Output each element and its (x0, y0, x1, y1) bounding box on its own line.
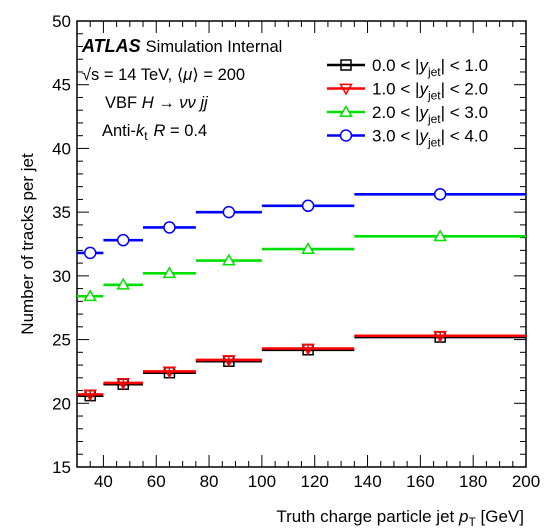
y-tick-label: 45 (52, 76, 71, 95)
legend-entry-2: 2.0 < |yjet| < 3.0 (327, 103, 488, 126)
series-3 (77, 188, 526, 260)
legend-sub: jet (427, 136, 441, 150)
process-label: VBF H → νν jj (105, 94, 209, 112)
series-point (433, 188, 447, 201)
series-point (433, 229, 447, 242)
series-point (163, 221, 176, 234)
legend-lo: 1.0 < | (372, 80, 419, 99)
algorithm-t: t (144, 129, 148, 143)
legend-lo: 3.0 < | (372, 127, 419, 146)
legend-y: y (418, 56, 429, 75)
y-tick-label: 20 (52, 394, 71, 413)
energy-label: √s = 14 TeV, ⟨μ⟩ = 200 (82, 66, 245, 84)
series-point (116, 277, 131, 290)
legend-marker (339, 83, 353, 96)
y-tick-label: 25 (52, 331, 71, 350)
x-tick-label: 100 (248, 472, 276, 491)
legend-marker (339, 104, 353, 117)
legend-marker (339, 129, 353, 142)
y-axis-title: Number of tracks per jet (18, 153, 37, 335)
legend-hi: | < 1.0 (441, 56, 488, 75)
plot-annotations: ATLAS Simulation Internal √s = 14 TeV, ⟨μ… (81, 36, 282, 143)
x-tick-label: 160 (406, 472, 434, 491)
y-tick-label: 30 (52, 267, 71, 286)
axis-ticks (76, 20, 527, 468)
legend-lo: 2.0 < | (372, 103, 419, 122)
process-h: H (142, 94, 154, 112)
legend: 0.0 < |yjet| < 1.01.0 < |yjet| < 2.02.0 … (327, 56, 488, 150)
process-final-state: νν jj (179, 94, 209, 112)
x-tick-label: 80 (200, 472, 219, 491)
series-point (116, 378, 131, 390)
legend-label: 0.0 < |yjet| < 1.0 (372, 56, 488, 79)
axis-tick-labels: 40 60 80 100 120 140 160 180 200 15 20 25 30 35 40 45 50 (52, 12, 540, 491)
y-tick-label: 15 (52, 458, 71, 477)
series-point (301, 242, 315, 254)
algorithm-label: Anti-kt R = 0.4 (102, 122, 207, 143)
series-1 (77, 330, 526, 402)
legend-y: y (418, 127, 429, 146)
series-layer (77, 188, 526, 402)
legend-lo: 0.0 < | (372, 56, 419, 75)
x-tick-label: 60 (147, 472, 166, 491)
series-point (116, 233, 130, 247)
y-tick-label: 35 (52, 203, 71, 222)
energy-pileup: ⟩ = 200 (192, 66, 245, 84)
x-tick-label: 200 (512, 472, 540, 491)
series-point (301, 199, 315, 213)
legend-label: 2.0 < |yjet| < 3.0 (372, 103, 488, 126)
series-point (83, 289, 97, 302)
x-tick-label: 140 (353, 472, 381, 491)
x-axis-title-p: p (458, 507, 468, 526)
algorithm-antik: Anti- (102, 122, 136, 140)
legend-hi: | < 4.0 (441, 127, 488, 146)
legend-entry-0: 0.0 < |yjet| < 1.0 (327, 56, 488, 79)
x-tick-label: 40 (94, 472, 113, 491)
plot-frame (76, 20, 527, 468)
energy-sqrt-s: √s = 14 TeV, ⟨ (82, 66, 183, 84)
atlas-status: Simulation Internal (146, 38, 283, 56)
legend-sub: jet (427, 89, 441, 103)
x-axis-title-sub: T (468, 515, 476, 529)
algorithm-r-value: = 0.4 (165, 122, 207, 140)
plot-area (76, 20, 527, 468)
series-point (83, 389, 97, 402)
atlas-label: ATLAS Simulation Internal (81, 36, 282, 56)
series-point (162, 266, 177, 279)
process-decay: → (154, 94, 180, 112)
algorithm-r: R (154, 122, 166, 140)
series-point (222, 205, 236, 219)
legend-hi: | < 2.0 (441, 80, 488, 99)
legend-entry-1: 1.0 < |yjet| < 2.0 (327, 80, 488, 103)
x-axis-title-main: Truth charge particle jet (276, 507, 459, 526)
y-tick-label: 50 (52, 12, 71, 31)
legend-sub: jet (427, 112, 441, 126)
legend-marker (340, 59, 352, 71)
legend-y: y (418, 80, 429, 99)
algorithm-k: k (136, 122, 145, 140)
process-vbf: VBF (105, 94, 142, 112)
legend-y: y (418, 103, 429, 122)
series-point (301, 343, 315, 356)
legend-label: 3.0 < |yjet| < 4.0 (372, 127, 488, 150)
x-axis-title: Truth charge particle jet pT [GeV] (276, 507, 524, 529)
legend-label: 1.0 < |yjet| < 2.0 (372, 80, 488, 103)
x-tick-label: 120 (301, 472, 329, 491)
x-axis-title-unit: [GeV] (476, 507, 524, 526)
series-point (83, 246, 97, 260)
series-point (433, 330, 447, 343)
legend-hi: | < 3.0 (441, 103, 488, 122)
legend-sub: jet (427, 65, 441, 79)
legend-entry-3: 3.0 < |yjet| < 4.0 (327, 127, 488, 150)
atlas-experiment: ATLAS (81, 36, 141, 56)
series-point (222, 253, 236, 266)
x-tick-label: 180 (459, 472, 487, 491)
series-2 (77, 229, 526, 302)
series-point (162, 366, 177, 379)
energy-mu: μ (182, 66, 192, 84)
series-point (222, 355, 236, 367)
y-tick-label: 40 (52, 139, 71, 158)
